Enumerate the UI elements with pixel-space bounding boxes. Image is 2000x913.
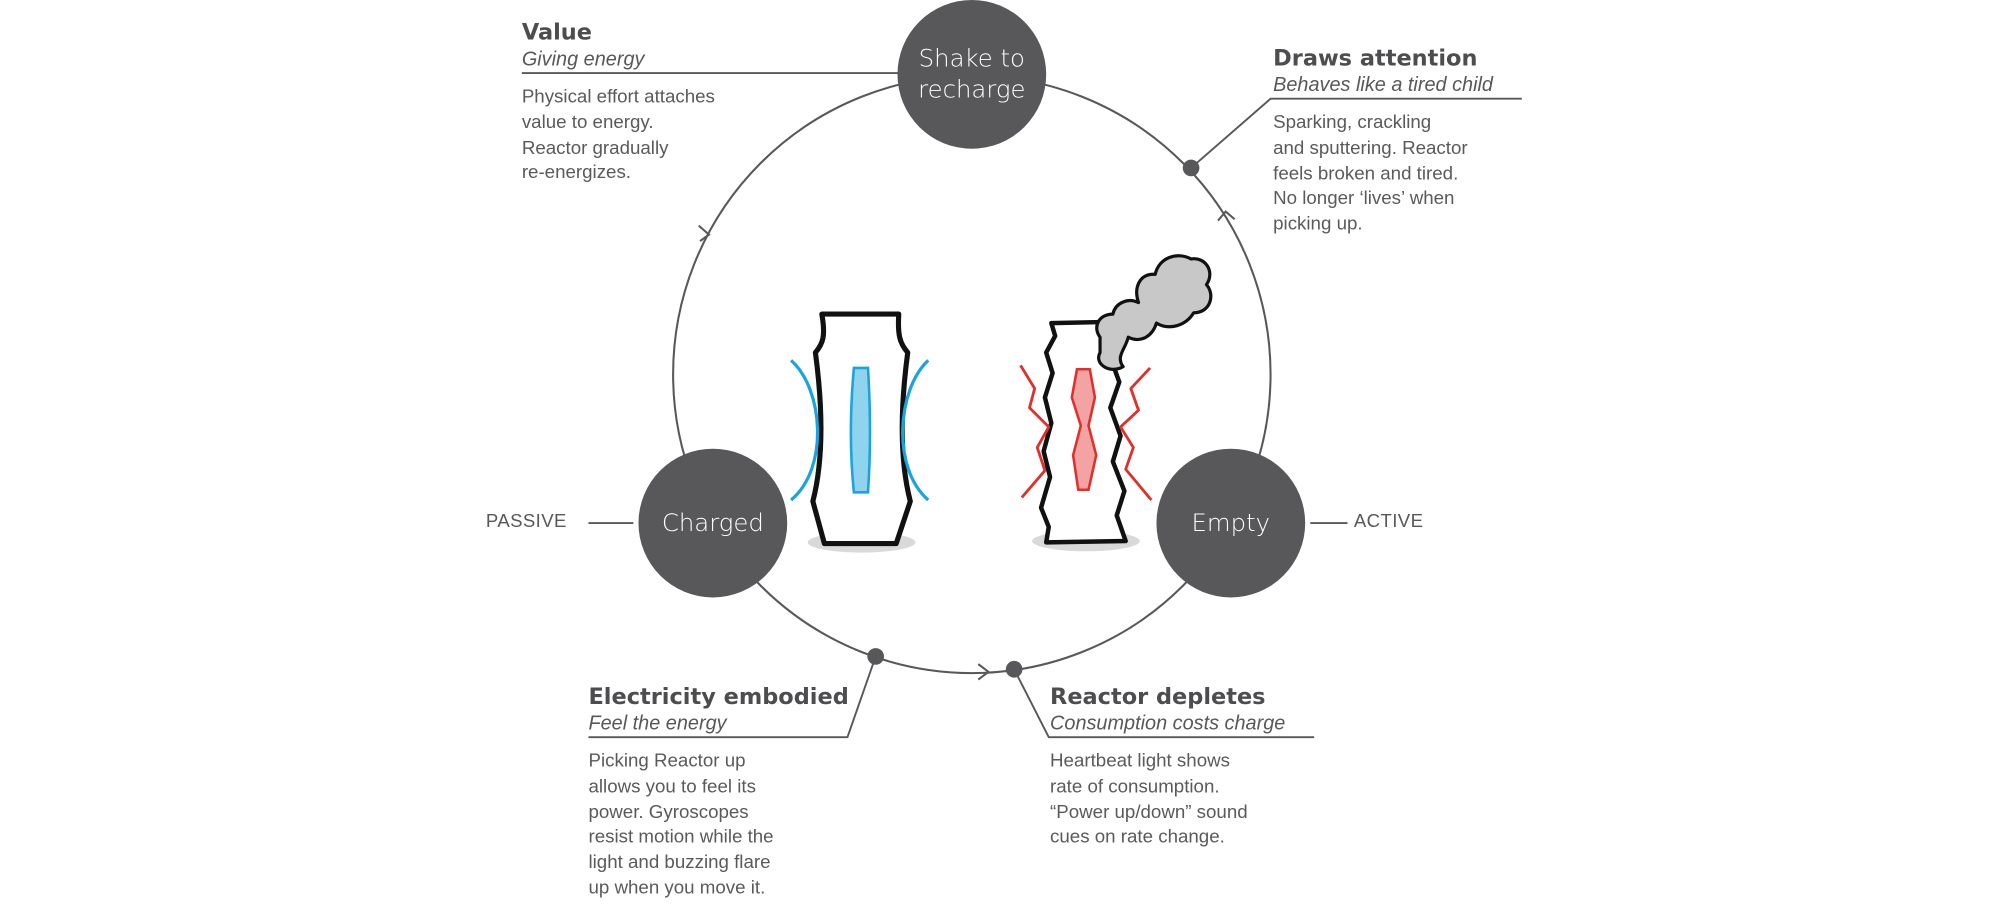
leader-attention	[1190, 97, 1522, 169]
node-charged: Charged	[638, 448, 788, 598]
value-title: Value	[521, 20, 592, 47]
depletes-body: Heartbeat light shows rate of consumptio…	[1050, 751, 1248, 848]
node-empty: Empty	[1156, 448, 1306, 598]
arrow-bottom	[977, 663, 991, 681]
arrow-left	[698, 224, 711, 242]
node-empty-label: Empty	[1191, 508, 1271, 538]
block-draws-attention: Draws attention Behaves like a tired chi…	[1273, 45, 1493, 239]
arrow-right	[1217, 210, 1236, 222]
node-shake-to-recharge: Shake to recharge	[897, 0, 1047, 149]
embodied-body: Picking Reactor up allows you to feel it…	[588, 751, 774, 899]
leader-depletes	[1013, 668, 1315, 739]
active-label: ACTIVE	[1353, 511, 1424, 533]
charged-reactor	[789, 311, 930, 553]
charged-wave-right	[901, 359, 930, 502]
embodied-title: Electricity embodied	[588, 684, 849, 711]
value-subtitle: Giving energy	[521, 48, 645, 71]
dot-embodied	[867, 648, 885, 665]
spark-right	[1119, 366, 1153, 501]
smoke-cloud	[1095, 254, 1213, 371]
cycle-circle	[672, 74, 1272, 675]
attention-subtitle: Behaves like a tired child	[1273, 74, 1493, 97]
node-shake-label: Shake to recharge	[918, 44, 1026, 104]
charged-core	[849, 366, 872, 494]
block-electricity-embodied: Electricity embodied Feel the energy Pic…	[588, 683, 848, 902]
block-reactor-depletes: Reactor depletes Consumption costs charg…	[1050, 683, 1285, 851]
charged-wave-left	[789, 359, 820, 502]
attention-title: Draws attention	[1273, 46, 1478, 72]
spark-left	[1019, 364, 1051, 499]
block-value: Value Giving energy Physical effort atta…	[522, 19, 715, 187]
attention-body: Sparking, crackling and sputtering. Reac…	[1273, 112, 1468, 235]
depletes-subtitle: Consumption costs charge	[1050, 712, 1286, 735]
leader-embodied	[588, 656, 877, 739]
empty-core	[1070, 367, 1098, 492]
depletes-title: Reactor depletes	[1050, 684, 1266, 711]
passive-label: PASSIVE	[485, 511, 567, 533]
node-charged-label: Charged	[661, 508, 764, 538]
embodied-subtitle: Feel the energy	[588, 712, 727, 735]
empty-reactor	[1019, 254, 1213, 552]
value-body: Physical effort attaches value to energy…	[521, 87, 715, 184]
